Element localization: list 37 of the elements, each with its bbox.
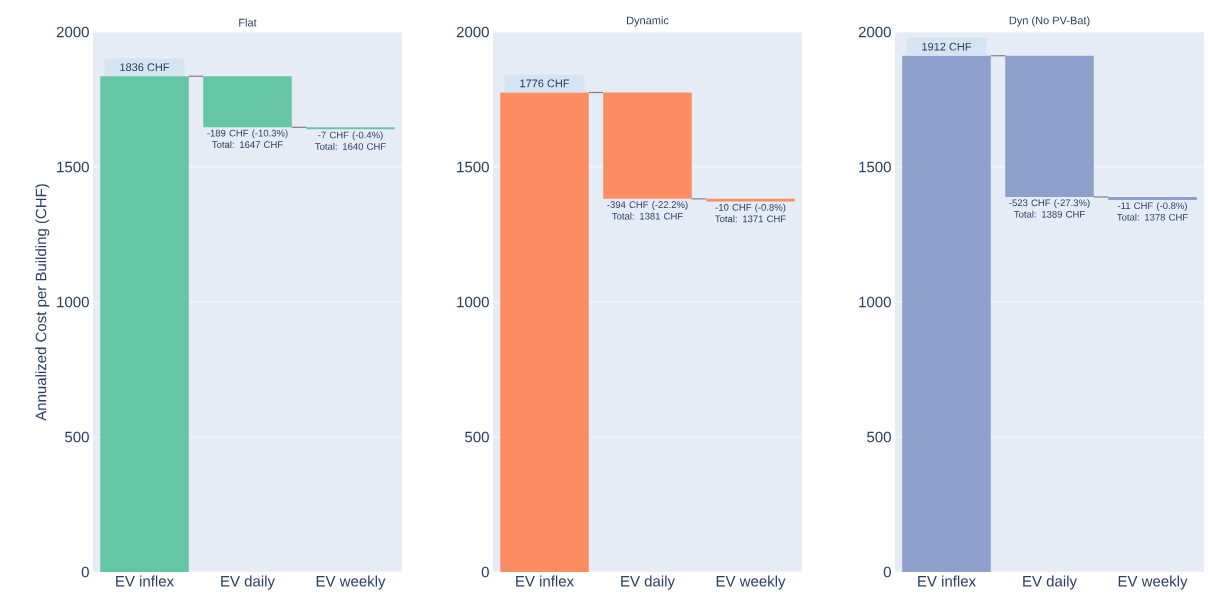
- x-tick-label: EV daily: [221, 575, 275, 590]
- x-tick-label: EV daily: [1023, 575, 1077, 590]
- y-tick-label: 1500: [457, 161, 489, 173]
- x-tick-label: EV weekly: [316, 575, 386, 590]
- y-tick-label: 2000: [456, 26, 489, 38]
- data-label: 1776 CHF: [520, 79, 570, 88]
- data-label: -523 CHF (-27.3%) Total: 1389 CHF: [1009, 199, 1090, 218]
- x-tick-label: EV weekly: [716, 575, 786, 590]
- y-tick-label: 1000: [57, 296, 89, 308]
- y-tick-label: 0: [883, 566, 891, 578]
- data-label: -394 CHF (-22.2%) Total: 1381 CHF: [607, 201, 688, 220]
- y-tick-label: 1000: [457, 296, 489, 308]
- y-tick-label: 500: [867, 431, 891, 443]
- data-label: -10 CHF (-0.8%) Total: 1371 CHF: [715, 203, 786, 223]
- chart-title: Dyn (No PV-Bat): [1009, 16, 1090, 27]
- y-tick-label: 1500: [859, 161, 891, 173]
- chart-title: Dynamic: [627, 16, 669, 27]
- y-tick-label: 1000: [859, 296, 891, 308]
- y-tick-label: 2000: [56, 26, 89, 38]
- y-tick-label: 500: [465, 431, 489, 443]
- x-tick-label: EV daily: [621, 575, 675, 590]
- data-label: 1912 CHF: [922, 42, 972, 51]
- y-axis-title: Annualized Cost per Building (CHF): [35, 184, 50, 421]
- data-label: -7 CHF (-0.4%) Total: 1640 CHF: [315, 131, 386, 150]
- data-label: -11 CHF (-0.8%) Total: 1378 CHF: [1117, 202, 1188, 221]
- y-tick-label: 1500: [57, 161, 89, 173]
- y-tick-label: 0: [481, 566, 489, 578]
- chart-title: Flat: [239, 18, 257, 27]
- y-tick-label: 0: [81, 566, 89, 578]
- x-tick-label: EV weekly: [1118, 575, 1188, 590]
- data-label: 1836 CHF: [120, 63, 170, 72]
- data-label: -189 CHF (-10.3%) Total: 1647 CHF: [207, 129, 288, 148]
- y-tick-label: 500: [65, 431, 89, 443]
- x-tick-label: EV inflex: [516, 575, 574, 587]
- y-tick-label: 2000: [858, 26, 891, 38]
- x-tick-label: EV inflex: [918, 575, 976, 587]
- x-tick-label: EV inflex: [116, 575, 174, 587]
